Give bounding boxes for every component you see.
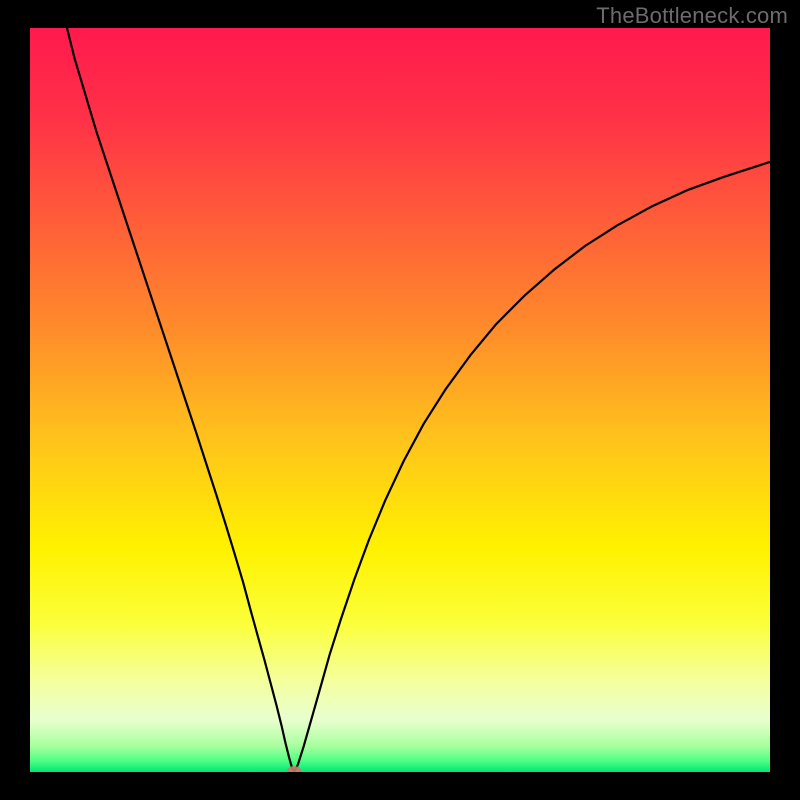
chart-frame: TheBottleneck.com — [0, 0, 800, 800]
gradient-background — [30, 28, 770, 772]
watermark-text: TheBottleneck.com — [596, 3, 788, 29]
plot-area — [30, 28, 770, 772]
plot-svg — [30, 28, 770, 772]
